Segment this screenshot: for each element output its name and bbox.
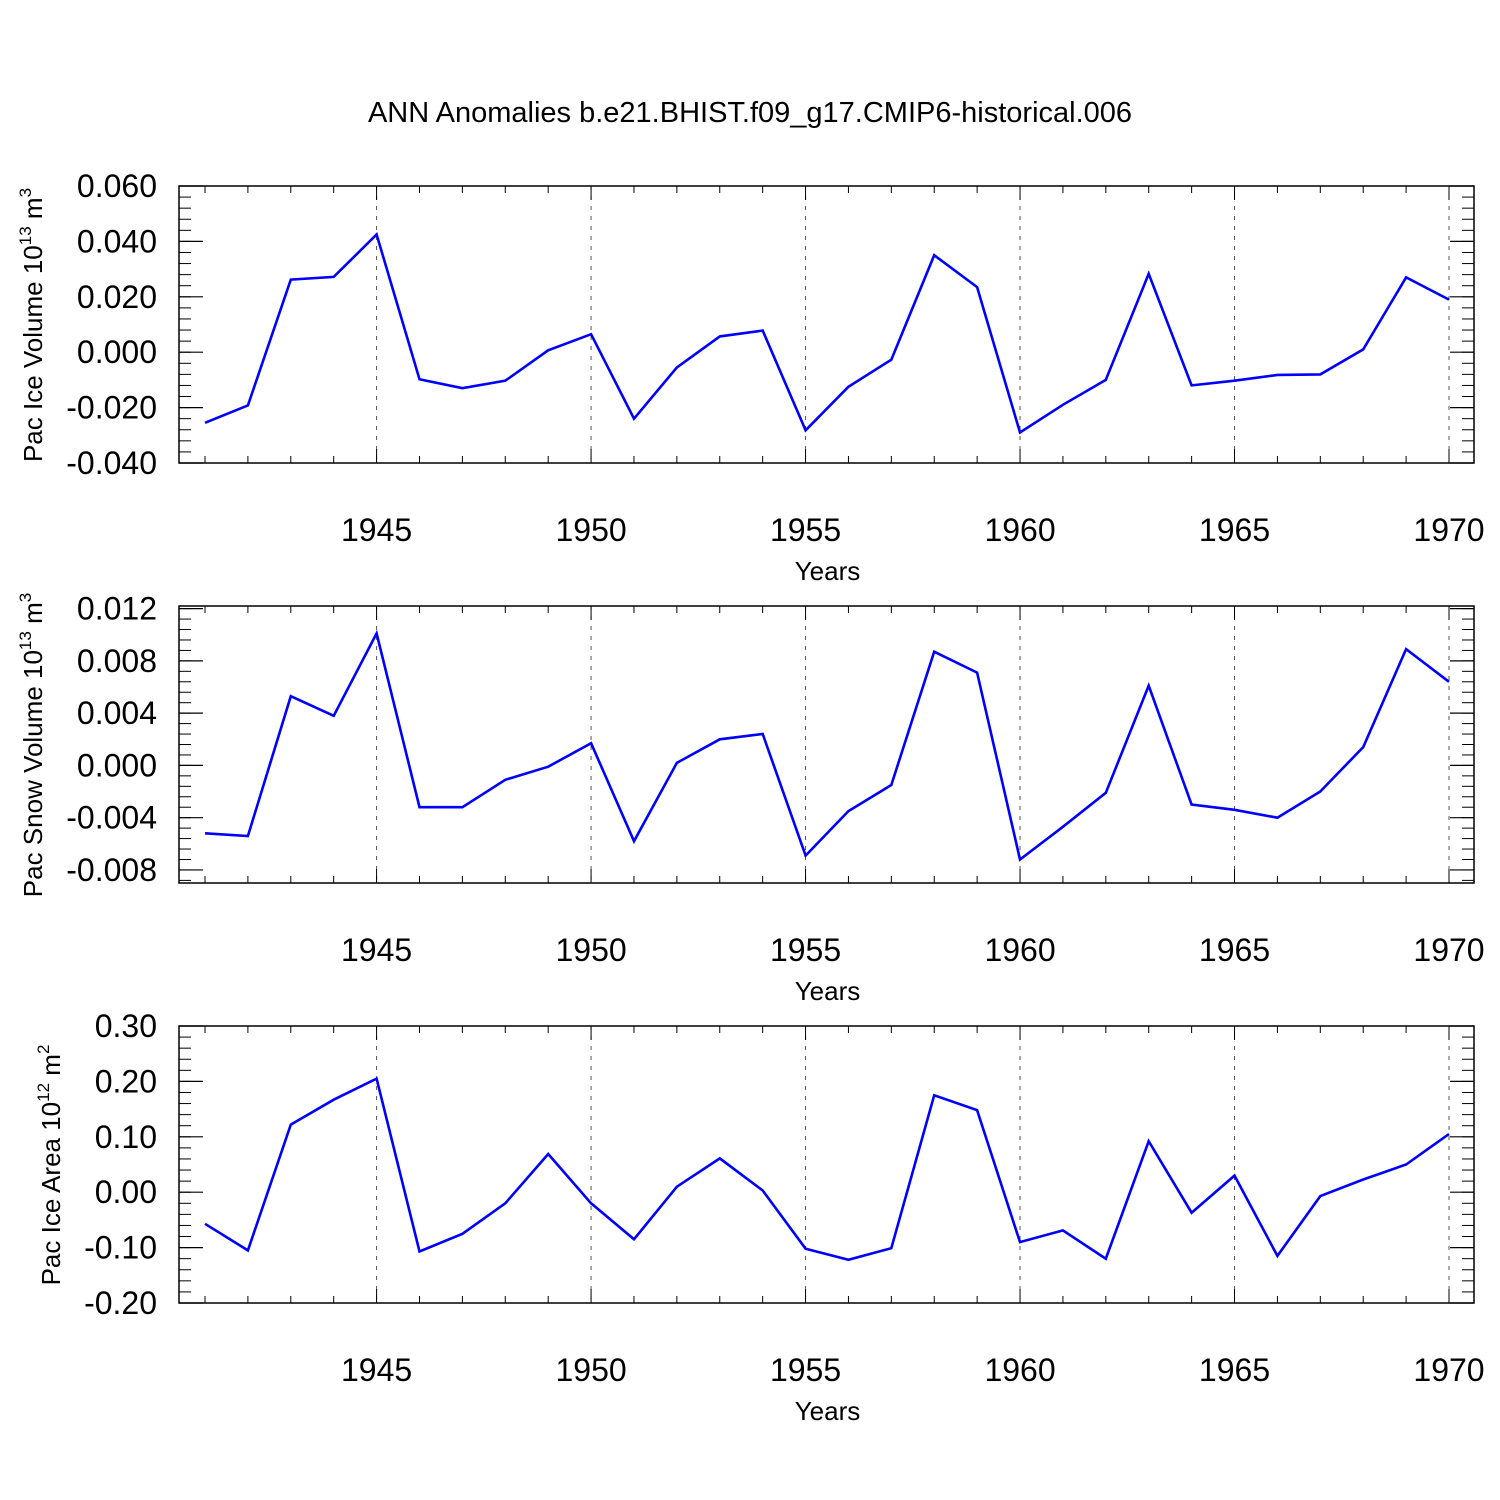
y-axis-title-part: Pac Ice Volume 10 — [18, 245, 48, 462]
series-line-2 — [204, 629, 1450, 862]
y-axis-title-part: m — [18, 197, 48, 219]
x-axis-title: Years — [795, 556, 861, 586]
y-axis-title-space — [18, 219, 48, 226]
y-tick-label: 0.30 — [95, 1008, 157, 1044]
y-tick-label: -0.004 — [66, 800, 157, 836]
y-tick-label: 0.20 — [95, 1063, 157, 1099]
x-tick-label: 1945 — [341, 1352, 412, 1388]
x-tick-label: 1965 — [1199, 932, 1270, 968]
x-tick-label: 1950 — [555, 1352, 626, 1388]
y-tick-label: -0.008 — [66, 852, 157, 888]
y-tick-label: 0.012 — [77, 591, 157, 627]
x-tick-label: 1970 — [1413, 512, 1484, 548]
y-axis-title-part: 2 — [34, 1045, 53, 1054]
y-axis-title-space — [18, 624, 48, 631]
y-tick-label: 0.000 — [77, 747, 157, 783]
y-axis-title-part: m — [36, 1054, 66, 1076]
x-tick-label: 1945 — [341, 512, 412, 548]
y-axis-title-part: 13 — [16, 631, 35, 650]
y-axis-title-part: m — [18, 602, 48, 624]
x-tick-label: 1970 — [1413, 1352, 1484, 1388]
x-tick-label: 1950 — [555, 932, 626, 968]
y-tick-label: 0.000 — [77, 334, 157, 370]
plot-frame-2 — [178, 605, 1475, 884]
y-tick-label: -0.020 — [66, 390, 157, 426]
y-tick-label: 0.00 — [95, 1174, 157, 1210]
y-tick-label: 0.040 — [77, 223, 157, 259]
figure-title: ANN Anomalies b.e21.BHIST.f09_g17.CMIP6-… — [367, 97, 1133, 129]
x-tick-label: 1965 — [1199, 1352, 1270, 1388]
x-tick-label: 1955 — [770, 932, 841, 968]
y-axis-title-part: 3 — [16, 593, 35, 602]
y-axis-title-part: 12 — [34, 1083, 53, 1102]
x-tick-label: 1970 — [1413, 932, 1484, 968]
y-axis-title-space — [36, 1076, 66, 1083]
plot-frame-1 — [178, 185, 1475, 464]
y-tick-label: -0.040 — [66, 445, 157, 481]
series-line-1 — [204, 232, 1450, 435]
y-tick-label: 0.060 — [77, 168, 157, 204]
x-tick-label: 1950 — [555, 512, 626, 548]
y-axis-title: Pac Ice Area 1012 m2 — [34, 1045, 66, 1286]
series-line-3 — [204, 1076, 1450, 1262]
x-tick-label: 1960 — [984, 932, 1055, 968]
y-tick-label: -0.10 — [84, 1230, 157, 1266]
y-axis-title: Pac Ice Volume 1013 m3 — [16, 188, 48, 462]
x-tick-label: 1960 — [984, 512, 1055, 548]
y-axis-title-part: 13 — [16, 226, 35, 245]
y-axis-title-part: Pac Ice Area 10 — [36, 1102, 66, 1286]
y-axis-title-part: 3 — [16, 188, 35, 197]
y-tick-label: 0.020 — [77, 279, 157, 315]
x-tick-label: 1965 — [1199, 512, 1270, 548]
x-axis-title: Years — [795, 1396, 861, 1426]
x-tick-label: 1945 — [341, 932, 412, 968]
y-tick-label: 0.10 — [95, 1119, 157, 1155]
y-axis-title: Pac Snow Volume 1013 m3 — [16, 593, 48, 897]
x-axis-title: Years — [795, 976, 861, 1006]
x-tick-label: 1955 — [770, 512, 841, 548]
x-tick-label: 1960 — [984, 1352, 1055, 1388]
x-tick-label: 1955 — [770, 1352, 841, 1388]
y-axis-title-part: Pac Snow Volume 10 — [18, 650, 48, 897]
plot-frame-3 — [178, 1025, 1475, 1304]
y-tick-label: -0.20 — [84, 1285, 157, 1321]
y-tick-label: 0.004 — [77, 695, 157, 731]
y-tick-label: 0.008 — [77, 643, 157, 679]
